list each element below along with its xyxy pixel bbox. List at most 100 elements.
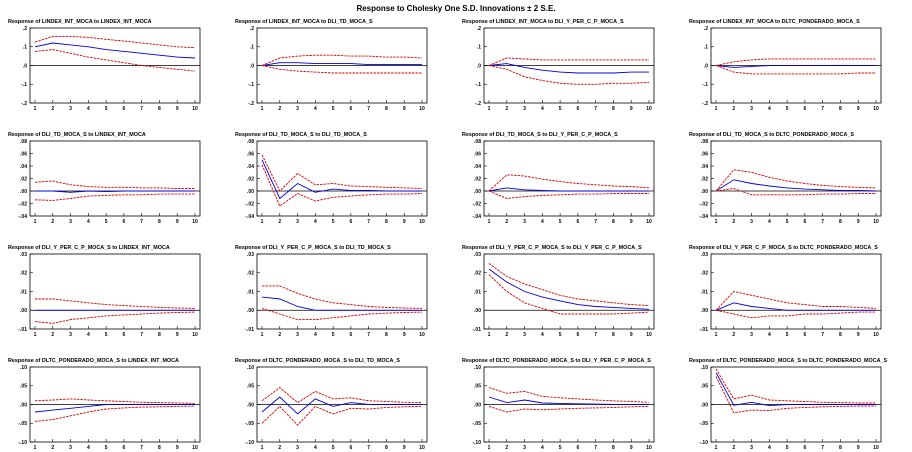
x-tick-label: 5 xyxy=(559,106,562,112)
x-tick-label: 2 xyxy=(505,445,508,451)
x-tick-label: 6 xyxy=(803,219,806,225)
y-tick-label: .01 xyxy=(20,289,27,295)
x-tick-label: 8 xyxy=(839,332,842,338)
x-tick-label: 6 xyxy=(122,332,125,338)
response-line xyxy=(261,296,422,311)
panel-title: Response of DLTC_PONDERADO_MOCA_S to LIN… xyxy=(8,358,179,364)
y-tick-label: -.2 xyxy=(475,101,481,107)
upper-band-line xyxy=(261,154,423,192)
x-tick-label: 1 xyxy=(34,219,37,225)
x-tick-label: 2 xyxy=(51,332,54,338)
x-tick-label: 10 xyxy=(646,445,652,451)
x-tick-label: 5 xyxy=(786,106,789,112)
x-tick-label: 6 xyxy=(576,106,579,112)
x-tick-label: 1 xyxy=(261,219,264,225)
y-tick-label: .0 xyxy=(477,63,481,69)
x-tick-label: 1 xyxy=(488,219,491,225)
figure-title: Response to Cholesky One S.D. Innovation… xyxy=(356,4,556,13)
x-tick-label: 5 xyxy=(786,332,789,338)
x-tick-label: 1 xyxy=(261,445,264,451)
x-tick-label: 10 xyxy=(192,445,198,451)
lower-band-line xyxy=(34,49,196,72)
x-tick-label: 8 xyxy=(612,332,615,338)
response-line xyxy=(715,302,876,311)
x-tick-label: 6 xyxy=(349,445,352,451)
y-tick-label: -.02 xyxy=(472,201,481,207)
x-tick-label: 10 xyxy=(646,219,652,225)
x-tick-label: 8 xyxy=(385,219,388,225)
x-tick-label: 9 xyxy=(403,445,406,451)
x-tick-label: 7 xyxy=(821,332,824,338)
panel-frame xyxy=(483,253,655,330)
x-tick-label: 3 xyxy=(523,445,526,451)
y-tick-label: .00 xyxy=(247,189,254,195)
y-tick-label: -.01 xyxy=(18,327,27,333)
x-tick-label: 7 xyxy=(140,445,143,451)
y-tick-label: .03 xyxy=(701,252,708,258)
x-tick-label: 2 xyxy=(505,332,508,338)
response-line xyxy=(488,268,650,310)
panel-frame xyxy=(256,140,428,217)
lower-band-line xyxy=(261,405,423,426)
y-tick-label: -.10 xyxy=(472,440,481,446)
panel-title: Response of LINDEX_INT_MOCA to LINDEX_IN… xyxy=(8,19,152,25)
y-tick-label: .04 xyxy=(701,164,708,170)
y-tick-label: .05 xyxy=(20,384,27,390)
x-tick-label: 4 xyxy=(87,332,90,338)
x-tick-label: 8 xyxy=(385,445,388,451)
x-tick-label: 5 xyxy=(105,219,108,225)
x-tick-label: 5 xyxy=(105,332,108,338)
x-tick-label: 6 xyxy=(576,445,579,451)
x-tick-label: 10 xyxy=(419,219,425,225)
response-line xyxy=(34,404,195,413)
x-tick-label: 7 xyxy=(367,332,370,338)
x-tick-label: 3 xyxy=(296,445,299,451)
y-tick-label: .10 xyxy=(474,365,481,371)
x-tick-label: 1 xyxy=(488,445,491,451)
y-tick-label: .00 xyxy=(20,189,27,195)
y-tick-label: .05 xyxy=(247,384,254,390)
response-line xyxy=(34,42,196,59)
x-tick-label: 9 xyxy=(176,332,179,338)
upper-band-line xyxy=(488,174,650,192)
response-line xyxy=(715,179,877,192)
panel-title: Response of DLI_Y_PER_C_P_MOCA_S to DLI_… xyxy=(235,245,391,251)
response-line xyxy=(35,190,195,193)
lower-band-line xyxy=(488,405,650,413)
x-tick-label: 9 xyxy=(857,332,860,338)
y-tick-label: .06 xyxy=(20,151,27,157)
y-tick-label: .00 xyxy=(20,402,27,408)
y-tick-label: -.10 xyxy=(245,440,254,446)
x-tick-label: 4 xyxy=(541,219,544,225)
y-tick-label: .03 xyxy=(247,252,254,258)
x-tick-label: 2 xyxy=(51,219,54,225)
x-tick-label: 7 xyxy=(367,106,370,112)
lower-band-line xyxy=(34,193,195,201)
panel-title: Response of LINDEX_INT_MOCA to DLTC_POND… xyxy=(689,19,860,25)
y-tick-label: -.05 xyxy=(472,421,481,427)
y-tick-label: .03 xyxy=(20,252,27,258)
lower-band-line xyxy=(715,65,876,75)
y-tick-label: .02 xyxy=(247,176,254,182)
panel-title: Response of DLTC_PONDERADO_MOCA_S to DLT… xyxy=(689,358,887,364)
x-tick-label: 9 xyxy=(857,445,860,451)
x-tick-label: 4 xyxy=(768,332,771,338)
x-tick-label: 4 xyxy=(87,106,90,112)
y-tick-label: .10 xyxy=(701,365,708,371)
upper-band-line xyxy=(34,398,196,404)
x-tick-label: 2 xyxy=(278,106,281,112)
x-tick-label: 9 xyxy=(630,219,633,225)
y-tick-label: .01 xyxy=(247,289,254,295)
upper-band-line xyxy=(715,58,876,66)
lower-band-line xyxy=(261,164,423,207)
x-tick-label: 8 xyxy=(385,106,388,112)
x-tick-label: 6 xyxy=(122,445,125,451)
x-tick-label: 1 xyxy=(715,219,718,225)
upper-band-line xyxy=(261,387,423,404)
x-tick-label: 7 xyxy=(367,219,370,225)
panel-title: Response of LINDEX_INT_MOCA to DLI_Y_PER… xyxy=(462,19,624,25)
x-tick-label: 3 xyxy=(69,332,72,338)
x-tick-label: 7 xyxy=(821,106,824,112)
y-tick-label: .04 xyxy=(247,164,254,170)
